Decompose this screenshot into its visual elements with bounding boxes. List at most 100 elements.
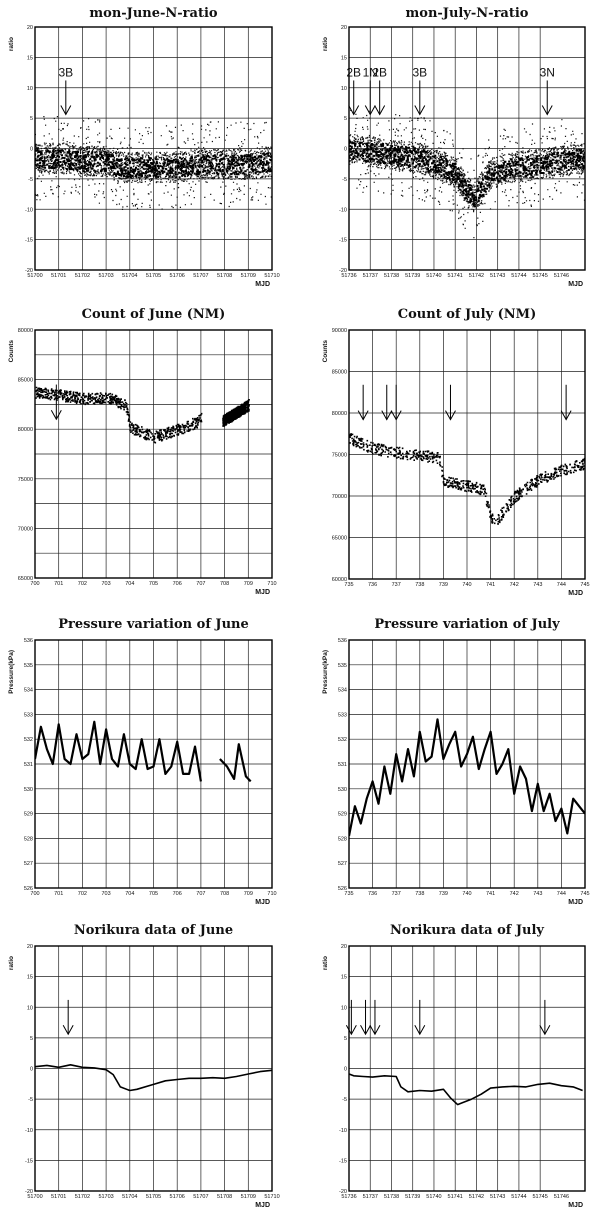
plot-frame <box>34 26 273 271</box>
event-arrow-head <box>414 1024 426 1036</box>
x-tick-label: 51745 <box>533 273 548 279</box>
x-tick-label: 51737 <box>363 1194 378 1200</box>
y-tick-label: 85000 <box>332 370 347 376</box>
plot-area <box>349 109 585 239</box>
event-arrow-head <box>50 410 62 421</box>
y-tick-label: 15 <box>341 55 347 61</box>
y-tick-label: 15 <box>341 975 347 981</box>
x-axis-label: MJD <box>255 589 270 596</box>
x-tick-label: 51709 <box>241 1194 256 1200</box>
x-tick-label: 745 <box>580 891 589 897</box>
x-tick-label: 706 <box>173 891 182 897</box>
y-tick-label: -10 <box>339 1128 347 1134</box>
y-tick-label: 20 <box>27 25 33 31</box>
x-tick-label: 744 <box>557 891 566 897</box>
x-tick-label: 701 <box>54 581 63 587</box>
x-tick-label: 51738 <box>384 273 399 279</box>
event-arrow-head <box>445 410 456 421</box>
x-tick-label: 51740 <box>426 273 441 279</box>
y-tick-label: 536 <box>338 638 347 644</box>
y-tick-label: 528 <box>338 836 347 842</box>
y-tick-label: 65000 <box>18 576 33 582</box>
y-tick-label: 532 <box>338 737 347 743</box>
data-points <box>349 109 585 239</box>
y-tick-label: 20 <box>27 944 33 950</box>
plot-frame <box>348 945 586 1192</box>
x-tick-label: 705 <box>149 581 158 587</box>
y-tick-label: 80000 <box>332 411 347 417</box>
x-tick-label: 710 <box>267 581 276 587</box>
y-tick-label: 0 <box>30 147 33 153</box>
event-arrow-head <box>560 410 572 421</box>
chart-panel-2: mon-July-N-ratio 51736 51737 51738 51739 5174… <box>322 6 586 288</box>
x-tick-label: 736 <box>368 582 377 588</box>
y-tick-label: 533 <box>338 712 347 718</box>
chart-panel-1: mon-June-N-ratio 51700 51701 51702 51703 5170… <box>8 6 280 288</box>
y-tick-label: 530 <box>338 787 347 793</box>
x-tick-label: 51708 <box>217 273 232 279</box>
y-tick-label: 20 <box>341 944 347 950</box>
x-tick-label: 51739 <box>405 1194 420 1200</box>
y-tick-label: 526 <box>338 886 347 892</box>
y-tick-label: -10 <box>25 1128 33 1134</box>
y-tick-label: 10 <box>27 86 33 92</box>
y-tick-label: -5 <box>342 1097 347 1103</box>
y-tick-label: -5 <box>28 1097 33 1103</box>
y-tick-label: 80000 <box>18 427 33 433</box>
data-series-1 <box>35 1064 272 1092</box>
plot-area <box>349 718 585 837</box>
y-tick-label: 5 <box>344 1036 347 1042</box>
x-tick-label: 51700 <box>27 273 42 279</box>
x-tick-label: 51736 <box>341 273 356 279</box>
y-tick-label: 10 <box>27 1005 33 1011</box>
y-tick-label: -15 <box>339 1158 347 1164</box>
x-tick-label: 51741 <box>448 1194 463 1200</box>
y-tick-label: 70000 <box>332 494 347 500</box>
y-tick-label: 528 <box>24 836 33 842</box>
y-axis-label: ratio <box>322 956 329 970</box>
y-tick-label: 75000 <box>332 453 347 459</box>
x-tick-label: 737 <box>392 582 401 588</box>
data-series-1 <box>349 433 585 525</box>
chart-title: Count of July (NM) <box>398 307 536 322</box>
x-tick-label: 51700 <box>27 1194 42 1200</box>
plot-area <box>35 720 252 783</box>
y-tick-label: 0 <box>344 1067 347 1073</box>
x-tick-label: 738 <box>415 891 424 897</box>
x-tick-label: 744 <box>557 582 566 588</box>
event-arrow-head <box>60 105 72 116</box>
y-tick-label: 527 <box>24 861 33 867</box>
event-arrow-head <box>357 410 369 421</box>
x-tick-label: 51708 <box>217 1194 232 1200</box>
event-label: 3N <box>540 65 555 79</box>
x-tick-label: 51707 <box>193 273 208 279</box>
x-tick-label: 742 <box>510 582 519 588</box>
y-tick-label: 5 <box>30 116 33 122</box>
event-label: 1N <box>363 65 378 79</box>
event-arrow-head <box>381 410 393 421</box>
x-tick-label: 704 <box>125 581 134 587</box>
x-axis-label: MJD <box>568 590 583 597</box>
x-tick-label: 51701 <box>51 1194 66 1200</box>
y-tick-label: 532 <box>24 737 33 743</box>
x-tick-label: 51746 <box>554 1194 569 1200</box>
x-tick-label: 51706 <box>170 1194 185 1200</box>
event-arrow-head <box>414 105 426 116</box>
x-tick-label: 740 <box>462 891 471 897</box>
y-tick-label: 65000 <box>332 536 347 542</box>
event-label: 2B <box>346 65 361 79</box>
y-tick-label: 15 <box>27 55 33 61</box>
event-arrow-head <box>390 410 402 421</box>
x-tick-label: 738 <box>415 582 424 588</box>
x-tick-label: 51746 <box>554 273 569 279</box>
y-tick-label: 531 <box>24 762 33 768</box>
chart-title: Pressure variation of June <box>58 617 249 632</box>
x-tick-label: 702 <box>78 891 87 897</box>
y-tick-label: 0 <box>30 1067 33 1073</box>
plot-frame <box>348 26 586 271</box>
x-axis-label: MJD <box>568 281 583 288</box>
x-tick-label: 51743 <box>490 273 505 279</box>
x-tick-label: 51702 <box>75 1194 90 1200</box>
x-tick-label: 700 <box>30 581 39 587</box>
